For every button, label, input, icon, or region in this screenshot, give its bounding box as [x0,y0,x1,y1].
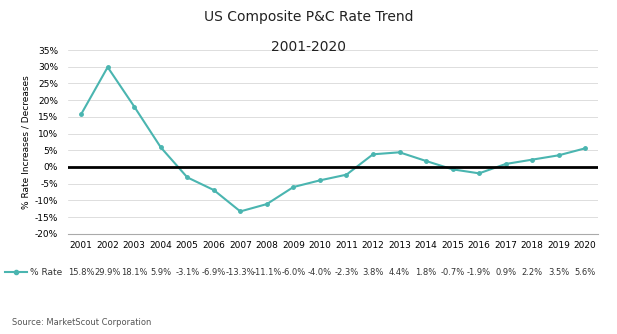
Text: 2001-2020: 2001-2020 [271,40,346,54]
Text: 29.9%: 29.9% [94,268,121,277]
Text: 5.9%: 5.9% [150,268,172,277]
Text: 2.2%: 2.2% [521,268,543,277]
Text: -1.9%: -1.9% [467,268,491,277]
Text: 0.9%: 0.9% [495,268,516,277]
Text: -11.1%: -11.1% [252,268,281,277]
Text: Source: MarketScout Corporation: Source: MarketScout Corporation [12,318,152,327]
Text: -4.0%: -4.0% [308,268,332,277]
Text: -6.0%: -6.0% [281,268,305,277]
Text: -0.7%: -0.7% [441,268,465,277]
Text: -3.1%: -3.1% [175,268,199,277]
Text: -6.9%: -6.9% [202,268,226,277]
Text: 3.5%: 3.5% [548,268,569,277]
Text: 3.8%: 3.8% [362,268,384,277]
Text: US Composite P&C Rate Trend: US Composite P&C Rate Trend [204,10,413,24]
Text: 18.1%: 18.1% [121,268,147,277]
Text: 1.8%: 1.8% [415,268,437,277]
Text: 5.6%: 5.6% [574,268,596,277]
Text: 15.8%: 15.8% [68,268,94,277]
Text: -2.3%: -2.3% [334,268,358,277]
Y-axis label: % Rate Increases / Decreases: % Rate Increases / Decreases [22,75,31,209]
Text: -13.3%: -13.3% [225,268,255,277]
Text: % Rate: % Rate [30,268,62,277]
Text: 4.4%: 4.4% [389,268,410,277]
